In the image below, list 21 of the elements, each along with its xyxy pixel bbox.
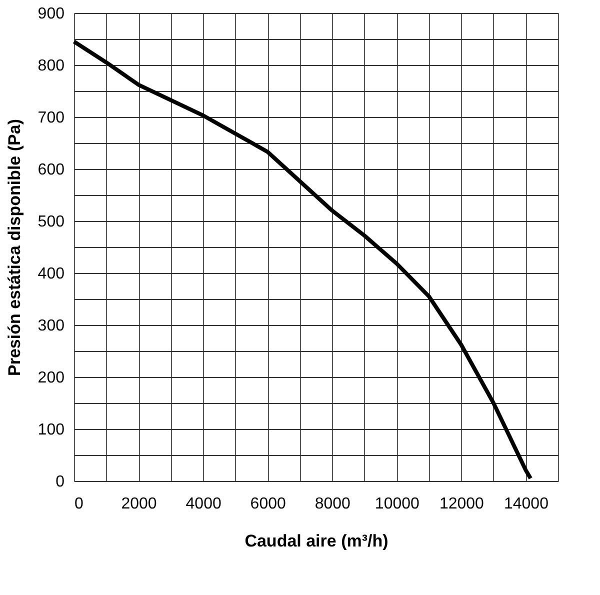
x-tick-label: 10000: [374, 496, 420, 512]
x-axis-title: Caudal aire (m³/h): [244, 532, 388, 550]
y-tick-label: 900: [38, 6, 65, 22]
line-series: [72, 40, 533, 480]
y-tick-label: 500: [38, 214, 65, 230]
y-tick-label: 800: [38, 58, 65, 74]
y-axis-title: Presión estática disponible (Pa): [4, 119, 24, 376]
y-tick-label: 0: [56, 474, 65, 490]
x-tick-label: 6000: [250, 496, 286, 512]
y-tick-label: 600: [38, 162, 65, 178]
x-tick-label: 2000: [121, 496, 157, 512]
y-tick-label: 700: [38, 110, 65, 126]
x-tick-label: 4000: [186, 496, 222, 512]
y-tick-label: 200: [38, 370, 65, 386]
x-tick-label: 8000: [314, 496, 351, 512]
x-tick-label: 14000: [504, 496, 549, 512]
x-tick-label: 0: [74, 496, 84, 512]
x-tick-label: 12000: [439, 496, 484, 512]
y-tick-label: 300: [38, 318, 65, 334]
y-tick-label: 100: [38, 422, 65, 438]
y-tick-label: 400: [38, 266, 65, 282]
